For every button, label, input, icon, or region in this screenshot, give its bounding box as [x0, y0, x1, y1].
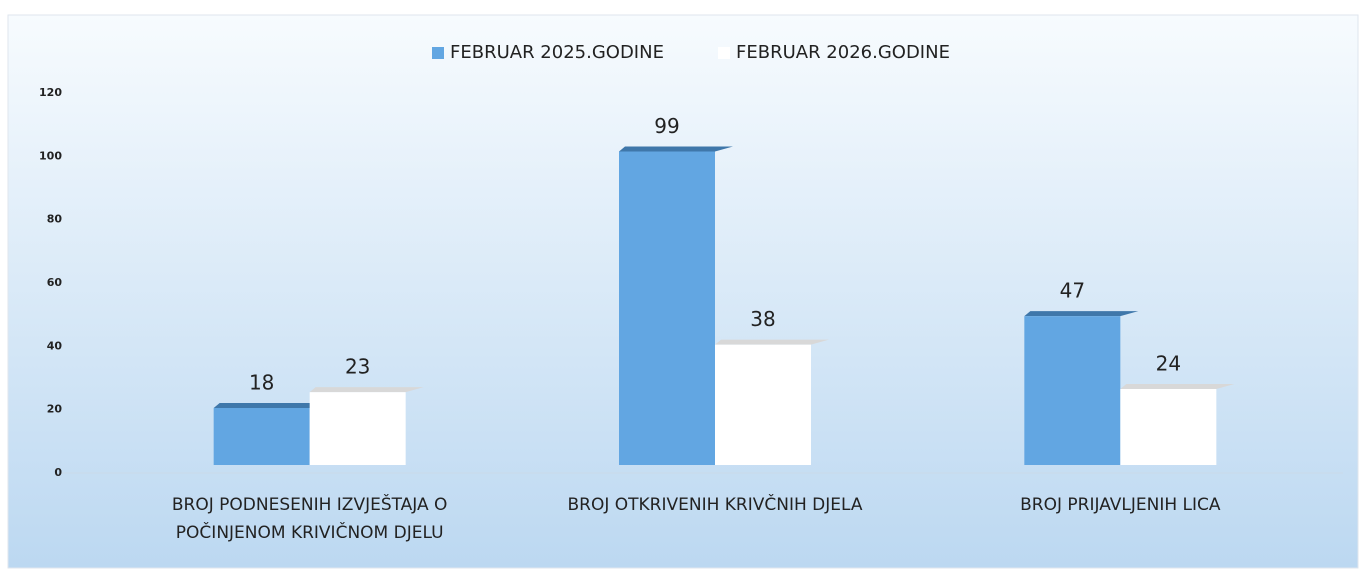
- x-tick-line: BROJ PODNESENIH IZVJEŠTAJA O: [172, 493, 448, 515]
- bar-top: [619, 146, 733, 152]
- x-tick-line: POČINJENOM KRIVIČNOM DJELU: [176, 521, 444, 543]
- value-label: 47: [1060, 279, 1085, 303]
- y-tick-label: 0: [54, 466, 62, 479]
- bar: [1120, 389, 1217, 465]
- x-tick-label: BROJ PODNESENIH IZVJEŠTAJA O POČINJENOM K…: [172, 493, 448, 543]
- y-tick-label: 40: [47, 339, 63, 352]
- bar-top: [309, 387, 424, 393]
- y-tick-label: 20: [47, 403, 63, 416]
- bar: [1024, 316, 1121, 465]
- bar: [213, 408, 310, 465]
- value-label: 24: [1156, 352, 1181, 376]
- value-label: 38: [750, 307, 775, 331]
- bar: [309, 392, 406, 465]
- bar-top: [1024, 311, 1139, 317]
- bar: [619, 151, 715, 465]
- x-tick-line: BROJ PRIJAVLJENIH LICA: [1020, 495, 1221, 515]
- y-tick-label: 120: [39, 86, 62, 99]
- y-tick-label: 60: [47, 276, 63, 289]
- x-tick-label: BROJ PRIJAVLJENIH LICA: [1020, 495, 1221, 515]
- legend-swatch: [718, 47, 730, 59]
- x-tick-line: BROJ OTKRIVENIH KRIVČNIH DJELA: [567, 493, 862, 515]
- bar-top: [213, 403, 328, 408]
- x-tick-label: BROJ OTKRIVENIH KRIVČNIH DJELA: [567, 493, 862, 515]
- bar: [715, 344, 811, 465]
- legend-label: FEBRUAR 2025.GODINE: [450, 42, 664, 63]
- bar-top: [715, 339, 829, 345]
- y-tick-label: 80: [47, 213, 63, 226]
- legend-swatch: [432, 47, 444, 59]
- y-tick-label: 100: [39, 149, 62, 162]
- bar-top: [1120, 384, 1235, 389]
- value-label: 18: [249, 371, 274, 395]
- value-label: 23: [345, 355, 370, 379]
- value-label: 99: [654, 114, 679, 138]
- legend-label: FEBRUAR 2026.GODINE: [736, 42, 950, 63]
